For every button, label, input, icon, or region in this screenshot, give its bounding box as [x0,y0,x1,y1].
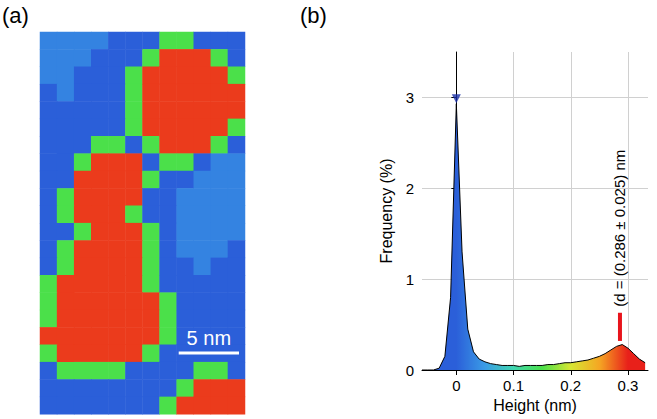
svg-text:0.3: 0.3 [618,377,639,394]
svg-text:2: 2 [406,180,414,197]
svg-text:(a): (a) [2,3,29,28]
svg-text:0.1: 0.1 [503,377,524,394]
svg-text:3: 3 [406,89,414,106]
svg-text:0: 0 [452,377,460,394]
svg-text:Frequency (%): Frequency (%) [378,159,395,264]
svg-text:(b): (b) [300,3,327,28]
svg-text:1: 1 [406,271,414,288]
svg-text:5 nm: 5 nm [187,327,231,349]
svg-text:(d = (0.286 ± 0.025) nm: (d = (0.286 ± 0.025) nm [611,150,628,307]
svg-text:Height (nm): Height (nm) [493,397,577,414]
svg-text:0: 0 [406,362,414,379]
svg-text:0.2: 0.2 [560,377,581,394]
